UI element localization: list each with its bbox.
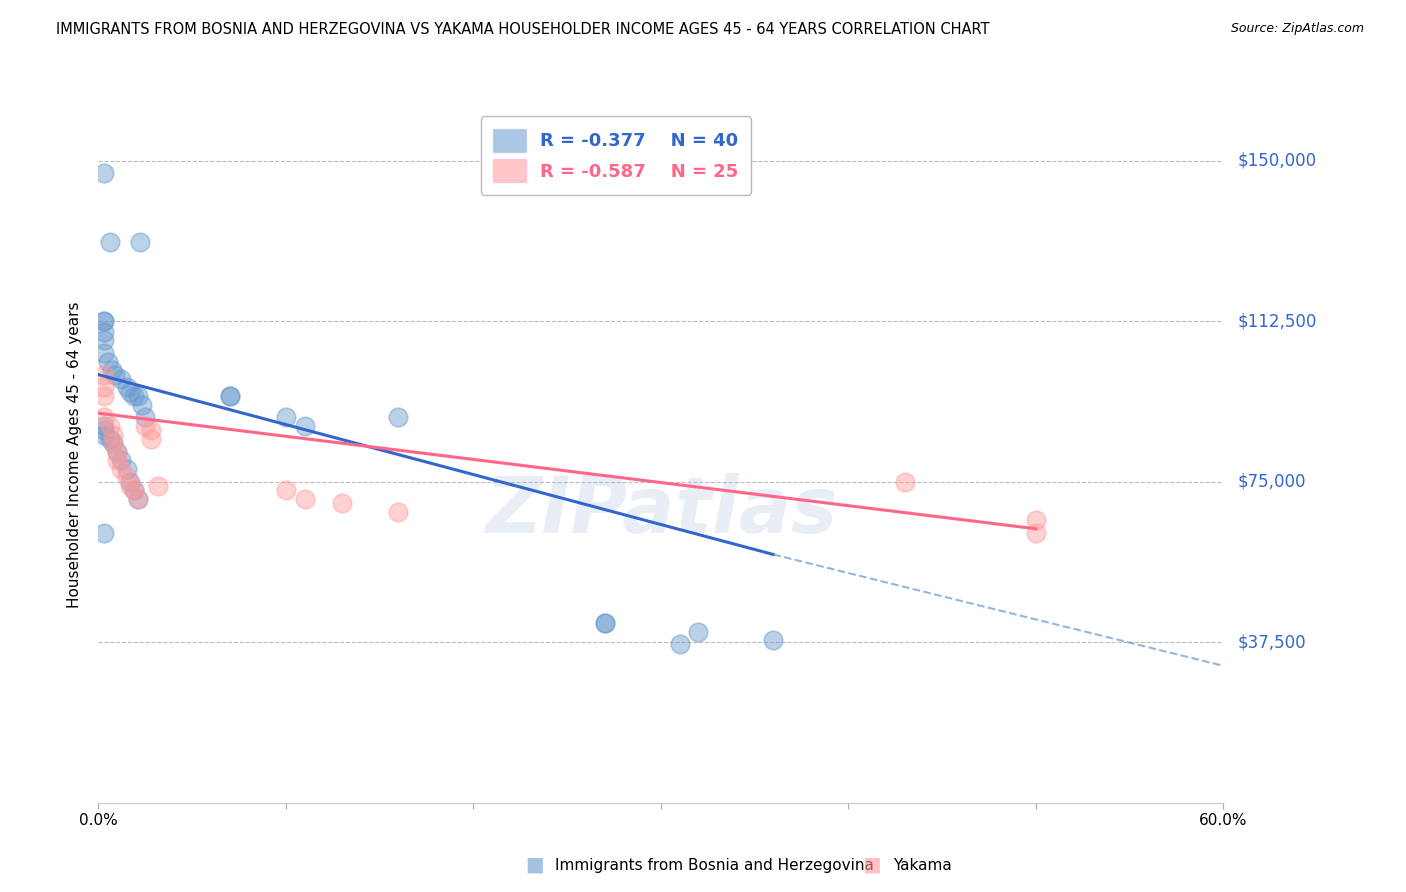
Point xyxy=(93,368,115,382)
Point xyxy=(110,462,132,476)
Point xyxy=(893,475,915,489)
Point xyxy=(93,427,115,442)
Point xyxy=(105,444,128,458)
Point xyxy=(93,166,115,180)
Point xyxy=(93,423,115,437)
Point xyxy=(274,483,297,498)
Point xyxy=(98,419,121,434)
Point xyxy=(134,419,156,434)
Point xyxy=(688,624,710,639)
Point xyxy=(93,419,115,434)
Point xyxy=(120,384,142,399)
Point xyxy=(93,314,115,328)
Point xyxy=(100,363,122,377)
Point xyxy=(104,368,127,382)
Point xyxy=(93,314,115,328)
Point xyxy=(103,436,125,450)
Point xyxy=(120,479,142,493)
Point xyxy=(1025,526,1047,541)
Point xyxy=(122,483,145,498)
Point xyxy=(93,346,115,360)
Point xyxy=(148,479,170,493)
Point xyxy=(127,491,149,506)
Point xyxy=(128,235,150,249)
Legend: R = -0.377    N = 40, R = -0.587    N = 25: R = -0.377 N = 40, R = -0.587 N = 25 xyxy=(481,116,751,195)
Point xyxy=(93,380,115,394)
Point xyxy=(105,453,128,467)
Point xyxy=(103,427,125,442)
Point xyxy=(93,410,115,425)
Point xyxy=(139,432,162,446)
Point xyxy=(110,372,132,386)
Point xyxy=(127,491,149,506)
Point xyxy=(593,615,616,630)
Point xyxy=(593,615,616,630)
Point xyxy=(387,505,409,519)
Point xyxy=(131,398,153,412)
Point xyxy=(134,410,156,425)
Point xyxy=(218,389,240,403)
Point xyxy=(115,462,138,476)
Point xyxy=(1025,513,1047,527)
Point xyxy=(122,483,145,498)
Point xyxy=(120,475,142,489)
Point xyxy=(668,637,690,651)
Point xyxy=(122,389,145,403)
Point xyxy=(93,334,115,348)
Point xyxy=(93,389,115,403)
Point xyxy=(93,325,115,339)
Point xyxy=(98,235,121,249)
Point xyxy=(115,470,138,484)
Text: Immigrants from Bosnia and Herzegovina: Immigrants from Bosnia and Herzegovina xyxy=(555,858,875,872)
Point xyxy=(127,389,149,403)
Point xyxy=(294,491,316,506)
Point xyxy=(762,633,785,648)
Point xyxy=(387,410,409,425)
Point xyxy=(115,380,138,394)
Text: $37,500: $37,500 xyxy=(1237,633,1306,651)
Point xyxy=(274,410,297,425)
Text: $112,500: $112,500 xyxy=(1237,312,1316,330)
Point xyxy=(139,423,162,437)
Text: Yakama: Yakama xyxy=(893,858,952,872)
Text: ▪: ▪ xyxy=(524,851,544,880)
Text: ZIPatlas: ZIPatlas xyxy=(485,473,837,549)
Text: $150,000: $150,000 xyxy=(1237,152,1316,169)
Text: ▪: ▪ xyxy=(862,851,882,880)
Y-axis label: Householder Income Ages 45 - 64 years: Householder Income Ages 45 - 64 years xyxy=(67,301,83,608)
Point xyxy=(105,444,128,458)
Point xyxy=(110,453,132,467)
Point xyxy=(294,419,316,434)
Text: Source: ZipAtlas.com: Source: ZipAtlas.com xyxy=(1230,22,1364,36)
Point xyxy=(218,389,240,403)
Point xyxy=(93,526,115,541)
Point xyxy=(103,436,125,450)
Point xyxy=(97,355,120,369)
Point xyxy=(330,496,353,510)
Text: $75,000: $75,000 xyxy=(1237,473,1306,491)
Text: IMMIGRANTS FROM BOSNIA AND HERZEGOVINA VS YAKAMA HOUSEHOLDER INCOME AGES 45 - 64: IMMIGRANTS FROM BOSNIA AND HERZEGOVINA V… xyxy=(56,22,990,37)
Point xyxy=(98,432,121,446)
